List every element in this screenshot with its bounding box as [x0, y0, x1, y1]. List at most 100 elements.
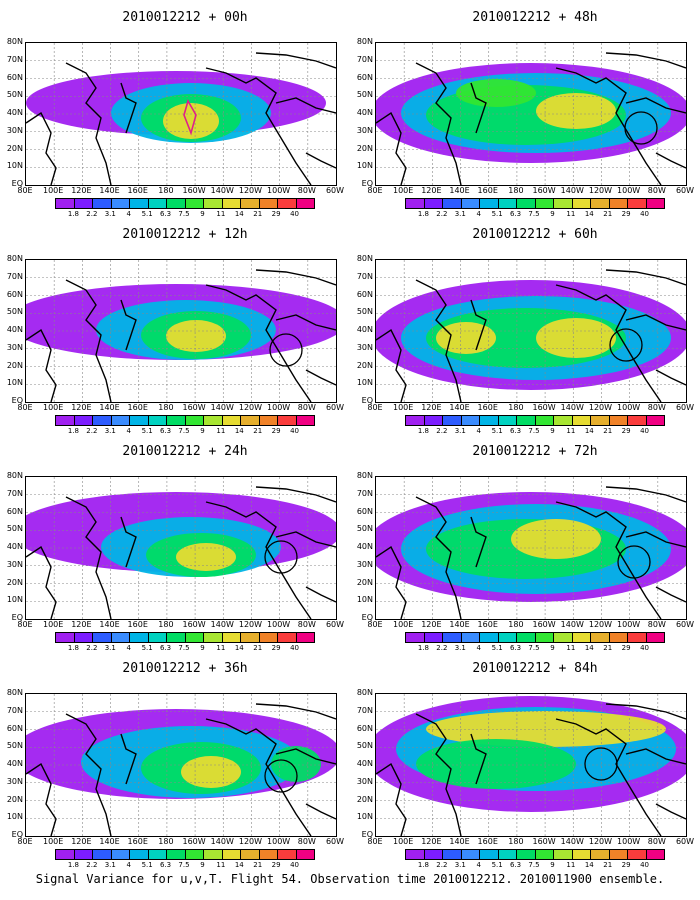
variance-field	[26, 260, 336, 402]
latitude-tick-label: 10N	[356, 161, 373, 171]
longitude-tick-label: 120E	[71, 620, 92, 629]
coastline	[65, 713, 112, 836]
latitude-tick-label: 40N	[6, 759, 23, 768]
longitude-tick-label: 120E	[421, 403, 442, 412]
latitude-tick-label: 50N	[6, 524, 23, 534]
latitude-tick-label: 20N	[6, 794, 23, 804]
colorbar-label: 7.5	[178, 644, 190, 652]
colorbar-swatch	[296, 633, 314, 642]
colorbar-label: 7.5	[528, 427, 540, 435]
colorbar-swatch	[241, 199, 260, 208]
longitude-tick-label: 100E	[393, 837, 414, 846]
longitude-tick-label: 80E	[367, 620, 383, 629]
variance-contour	[416, 739, 576, 789]
map-area	[25, 259, 337, 403]
map-area	[375, 42, 687, 186]
longitude-tick-label: 160E	[127, 620, 148, 629]
coastline	[305, 152, 336, 169]
coastline	[655, 369, 686, 386]
colorbar-swatch	[296, 850, 314, 859]
longitude-tick-label: 60W	[325, 837, 345, 846]
latitude-tick-label: EQ	[11, 396, 23, 405]
variance-contour	[536, 318, 616, 358]
colorbar-swatch	[480, 633, 499, 642]
colorbar-swatch	[443, 633, 462, 642]
longitude-tick-label: 160W	[532, 837, 556, 846]
latitude-tick-label: EQ	[361, 830, 373, 839]
colorbar-label: 4	[476, 210, 481, 218]
colorbar-label: 29	[621, 210, 631, 218]
colorbar-swatch	[554, 416, 573, 425]
figure-caption: Signal Variance for u,v,T. Flight 54. Ob…	[35, 872, 665, 886]
colorbar-swatch	[424, 199, 443, 208]
coastline	[605, 52, 686, 69]
colorbar-label: 11	[216, 210, 226, 218]
latitude-tick-label: 10N	[356, 378, 373, 388]
colorbar-label: 14	[584, 427, 594, 435]
variance-field	[26, 477, 336, 619]
colorbar-swatch	[646, 416, 664, 425]
colorbar-label: 4	[126, 427, 131, 435]
latitude-tick-label: 60N	[6, 723, 23, 733]
coastline	[625, 531, 686, 548]
longitude-tick-label: 180	[158, 620, 174, 629]
latitude-tick-label: 60N	[6, 289, 23, 299]
panel-title: 2010012212 + 84h	[472, 661, 598, 676]
longitude-tick-label: 140E	[99, 620, 120, 629]
latitude-tick-label: 70N	[356, 705, 373, 715]
colorbar-swatch	[204, 416, 223, 425]
colorbar-swatch	[56, 850, 75, 859]
colorbar-swatch	[130, 850, 149, 859]
colorbar-swatch	[443, 416, 462, 425]
latitude-tick-label: 50N	[356, 90, 373, 100]
longitude-tick-label: 140E	[449, 186, 470, 195]
colorbar-swatch	[646, 199, 664, 208]
longitude-tick-label: 80W	[647, 186, 666, 195]
colorbar-swatch	[646, 633, 664, 642]
colorbar-swatch	[461, 199, 480, 208]
longitude-tick-label: 140W	[210, 403, 234, 412]
colorbar-label: 4	[476, 427, 481, 435]
colorbar-swatch	[259, 850, 278, 859]
colorbar-label: 6.3	[159, 427, 172, 435]
colorbar-label: 40	[640, 427, 650, 435]
coastline	[205, 501, 312, 619]
coastline	[415, 713, 462, 836]
colorbar-label: 1.8	[417, 210, 429, 218]
colorbar-swatch	[406, 199, 425, 208]
variance-contour	[426, 711, 666, 747]
longitude-tick-label: 60W	[675, 403, 695, 412]
observation-circle	[624, 111, 658, 145]
colorbar-label: 7.5	[528, 644, 540, 652]
colorbar-swatch	[204, 199, 223, 208]
colorbar-swatch	[148, 633, 167, 642]
colorbar-label: 2.2	[436, 861, 448, 869]
colorbar-swatch	[296, 199, 314, 208]
colorbar-swatch	[241, 850, 260, 859]
colorbar-label: 6.3	[509, 644, 522, 652]
panel-title: 2010012212 + 72h	[472, 444, 598, 459]
colorbar	[405, 849, 665, 860]
latitude-tick-label: 60N	[356, 723, 373, 733]
observation-circle	[609, 328, 643, 362]
longitude-tick-label: 120W	[588, 837, 613, 846]
longitude-tick-label: 100E	[393, 403, 414, 412]
variance-contour	[456, 79, 536, 107]
latitude-tick-label: 10N	[6, 595, 23, 605]
latitude-tick-label: 40N	[356, 325, 373, 334]
coastline	[625, 97, 686, 114]
map-area	[25, 476, 337, 620]
longitude-tick-label: 120E	[421, 837, 442, 846]
colorbar-swatch	[443, 850, 462, 859]
latitude-tick-label: 70N	[6, 488, 23, 498]
coastline	[415, 279, 462, 402]
latitude-tick-label: 20N	[6, 360, 23, 370]
colorbar-label: 3.1	[454, 861, 466, 869]
map-panel: 2010012212 + 72h 80N 70N 60N 50N 40N 30N 20N 10N…	[357, 444, 700, 654]
colorbar-swatch	[148, 850, 167, 859]
colorbar-label: 14	[584, 210, 594, 218]
map-area	[375, 259, 687, 403]
variance-contour	[536, 93, 616, 129]
longitude-tick-label: 120E	[71, 186, 92, 195]
colorbar-swatch	[424, 416, 443, 425]
